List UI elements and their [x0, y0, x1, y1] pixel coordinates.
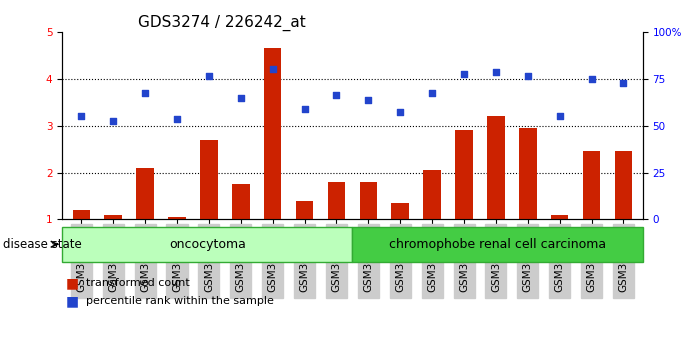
- Point: [171, 116, 182, 121]
- Text: GDS3274 / 226242_at: GDS3274 / 226242_at: [138, 14, 305, 30]
- Bar: [104, 215, 122, 219]
- Bar: [392, 203, 409, 219]
- Point: [108, 118, 119, 124]
- Point: [618, 81, 629, 86]
- Point: [299, 107, 310, 112]
- Text: ■: ■: [66, 276, 79, 290]
- Text: oncocytoma: oncocytoma: [169, 238, 246, 251]
- Bar: [328, 182, 346, 219]
- Point: [140, 90, 151, 96]
- Point: [459, 71, 470, 77]
- Point: [267, 67, 278, 72]
- Bar: [296, 201, 313, 219]
- Bar: [424, 170, 441, 219]
- Text: ■: ■: [66, 294, 79, 308]
- Point: [426, 90, 437, 96]
- Text: disease state: disease state: [3, 238, 82, 251]
- Bar: [264, 48, 281, 219]
- Point: [395, 109, 406, 114]
- Text: percentile rank within the sample: percentile rank within the sample: [86, 296, 274, 306]
- Bar: [136, 168, 154, 219]
- Point: [203, 74, 214, 79]
- Bar: [551, 215, 569, 219]
- Bar: [359, 182, 377, 219]
- Bar: [168, 217, 186, 219]
- Point: [586, 76, 597, 81]
- Point: [235, 95, 246, 101]
- Text: chromophobe renal cell carcinoma: chromophobe renal cell carcinoma: [389, 238, 606, 251]
- Bar: [200, 140, 218, 219]
- Point: [331, 92, 342, 98]
- Point: [76, 113, 87, 119]
- Point: [522, 74, 533, 79]
- Bar: [487, 116, 504, 219]
- Bar: [455, 130, 473, 219]
- Point: [554, 113, 565, 119]
- Text: transformed count: transformed count: [86, 278, 190, 288]
- Bar: [73, 210, 90, 219]
- Point: [363, 97, 374, 103]
- Bar: [232, 184, 249, 219]
- Bar: [583, 152, 600, 219]
- Bar: [519, 128, 537, 219]
- Point: [491, 69, 502, 75]
- Bar: [615, 152, 632, 219]
